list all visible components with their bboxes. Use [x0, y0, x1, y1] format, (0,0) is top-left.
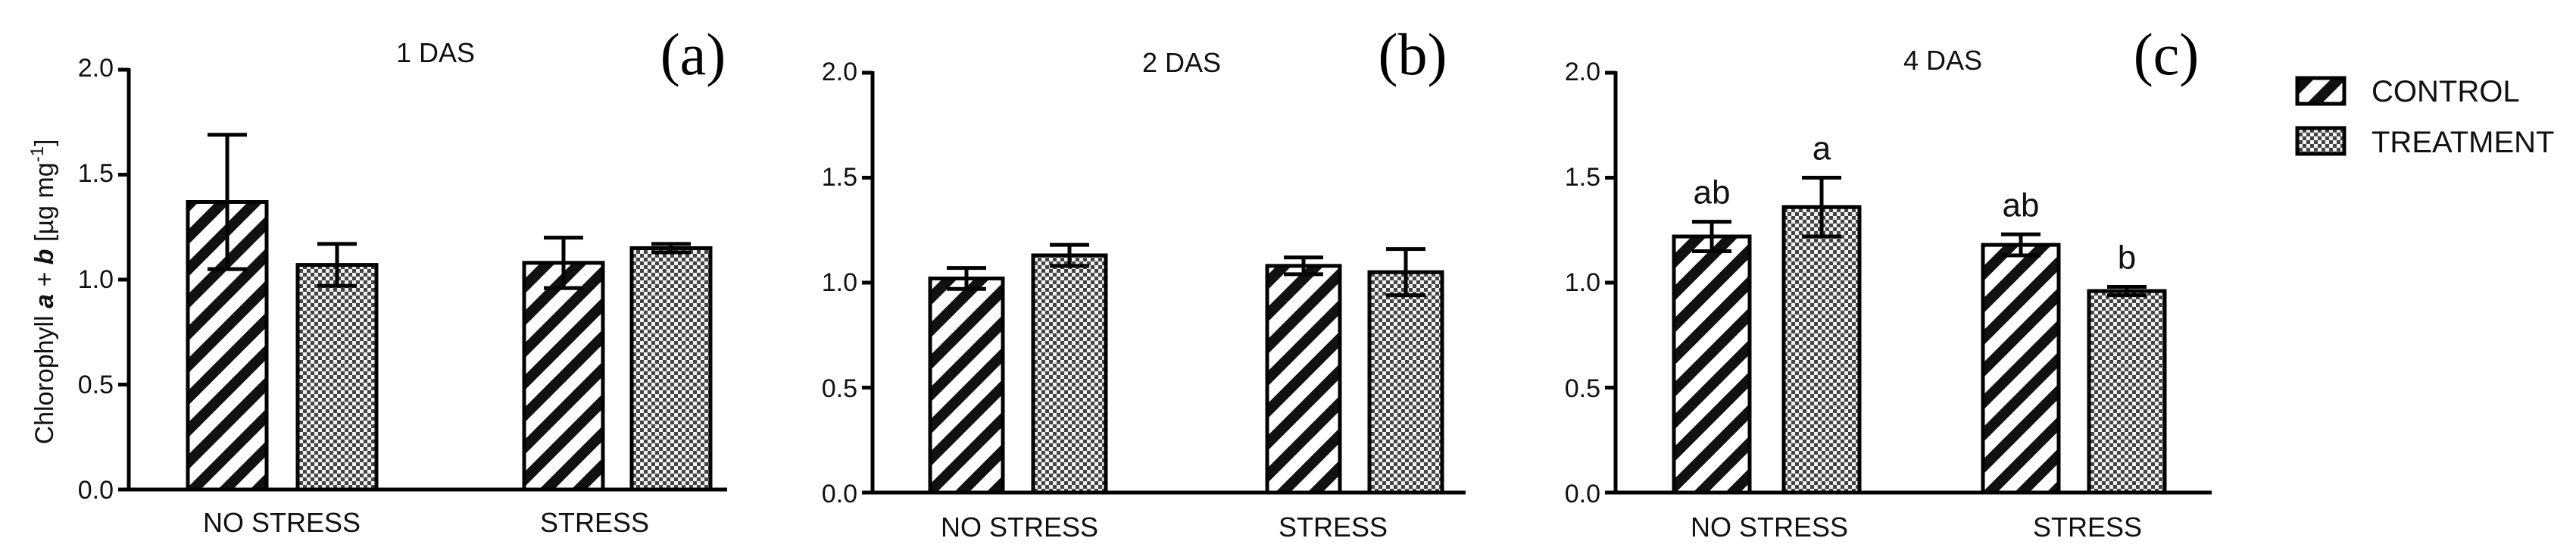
x-tick-label-no-stress: NO STRESS [203, 507, 361, 538]
bar-treatment [629, 246, 713, 492]
x-tick-label-stress: STRESS [1279, 512, 1388, 543]
y-tick-label: 2.0 [822, 58, 857, 86]
bar-control [928, 276, 1005, 495]
bar-control [1981, 242, 2061, 495]
legend-swatch-control [2295, 76, 2347, 106]
panel-title: 1 DAS [396, 37, 475, 68]
y-tick-label: 0.5 [822, 374, 857, 403]
bar-treatment [1781, 205, 1862, 495]
panel-1-das: 1 DAS (a) NO STRESS STRESS 0.0 0.5 1.0 1… [78, 21, 727, 538]
significance-label: a [1813, 130, 1831, 167]
panel-title: 2 DAS [1142, 47, 1221, 78]
significance-label: b [2118, 239, 2136, 277]
x-tick-label-stress: STRESS [2033, 512, 2142, 543]
bar-control [1265, 264, 1342, 495]
panel-4-das: 4 DAS (c) NO STRESS STRESS 0.0 0.5 1.0 1… [1565, 21, 2212, 543]
bar-treatment [1031, 253, 1108, 495]
x-tick-label-no-stress: NO STRESS [1691, 512, 1848, 543]
y-tick-label: 1.5 [78, 159, 114, 188]
y-tick-label: 0.0 [822, 480, 857, 508]
x-tick-label-no-stress: NO STRESS [941, 512, 1098, 543]
significance-label: ab [1694, 174, 1731, 211]
legend: CONTROL TREATMENT [2295, 75, 2554, 159]
bar-control [1672, 234, 1752, 495]
y-tick-label: 1.0 [78, 265, 114, 294]
y-tick-label: 1.0 [1565, 268, 1600, 297]
panel-letter: (b) [1379, 21, 1447, 87]
legend-swatch-treatment [2295, 126, 2347, 156]
panel-title: 4 DAS [1903, 45, 1982, 76]
bar-treatment [2087, 289, 2167, 495]
y-tick-label: 1.5 [1565, 163, 1600, 192]
panel-2-das: 2 DAS (b) NO STRESS STRESS 0.0 0.5 1.0 1… [822, 21, 1466, 543]
legend-label-control: CONTROL [2371, 75, 2520, 108]
y-tick-label: 0.0 [78, 476, 114, 505]
x-tick-label-stress: STRESS [540, 507, 649, 538]
y-tick-label: 0.5 [78, 371, 114, 399]
y-tick-label: 2.0 [1565, 58, 1600, 86]
bar-treatment [1367, 270, 1444, 495]
y-tick-label: 1.0 [822, 268, 857, 297]
y-tick-label: 0.0 [1565, 480, 1600, 508]
legend-label-treatment: TREATMENT [2371, 126, 2554, 159]
bar-treatment [295, 263, 379, 492]
y-tick-label: 2.0 [78, 54, 114, 83]
y-tick-label: 1.5 [822, 163, 857, 192]
bar-control [522, 261, 605, 492]
significance-label: ab [2003, 186, 2040, 224]
panel-letter: (a) [660, 21, 726, 87]
panel-letter: (c) [2134, 21, 2200, 87]
y-axis-label: Chlorophyll a + b [µg mg-1] [27, 139, 60, 445]
y-tick-label: 0.5 [1565, 374, 1600, 403]
